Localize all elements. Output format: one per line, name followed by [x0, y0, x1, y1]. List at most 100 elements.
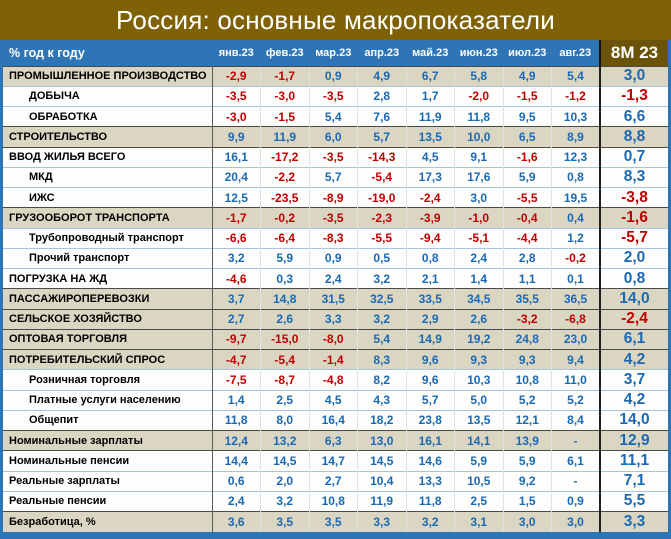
value-cell: 0,9: [551, 490, 600, 512]
table-row: ОПТОВАЯ ТОРГОВЛЯ -9,7 -15,0 -8,0 5,4 14,9 19,2…: [3, 328, 668, 350]
month-header: июл.23: [503, 40, 552, 66]
value-cell: -2,3: [357, 207, 406, 228]
value-cell: -3,0: [260, 85, 309, 107]
value-cell: -1,4: [308, 348, 358, 370]
month-header: авг.23: [551, 40, 600, 66]
value-cell: 10,5: [454, 470, 503, 492]
value-cell: 36,5: [551, 288, 600, 309]
table-row: ДОБЫЧА -3,5 -3,0 -3,5 2,8 1,7 -2,0 -1,5 -1,2 -1,3: [3, 85, 668, 107]
value-cell: -3,5: [308, 207, 358, 228]
value-cell: 0,5: [357, 247, 406, 269]
row-label: Реальные пенсии: [3, 490, 213, 512]
value-cell: -23,5: [260, 186, 309, 208]
summary-cell: 3,3: [599, 510, 668, 532]
value-cell: -1,5: [502, 85, 552, 107]
month-header: фев.23: [260, 40, 309, 66]
value-cell: 2,8: [502, 247, 552, 269]
summary-cell: -5,7: [599, 227, 668, 249]
value-cell: 3,5: [260, 510, 309, 532]
table-row: ПОГРУЗКА НА ЖД -4,6 0,3 2,4 3,2 2,1 1,4 1,1 0,1 0…: [3, 267, 668, 289]
summary-cell: 12,9: [599, 429, 668, 451]
value-cell: 11,9: [405, 105, 455, 127]
value-cell: 10,3: [551, 105, 600, 127]
value-cell: 2,5: [454, 490, 503, 512]
value-cell: 10,8: [308, 490, 358, 512]
summary-cell: -3,8: [599, 186, 668, 208]
month-header: июн.23: [454, 40, 503, 66]
value-cell: 3,6: [212, 510, 261, 532]
value-cell: 9,6: [405, 348, 455, 370]
summary-cell: 0,7: [599, 146, 668, 168]
value-cell: 10,3: [454, 369, 503, 390]
table-row: Номинальные зарплаты 12,4 13,2 6,3 13,0 16,1 1…: [3, 429, 668, 451]
value-cell: -2,0: [454, 85, 503, 107]
summary-cell: -1,6: [599, 207, 668, 228]
row-label: Розничная торговля: [3, 369, 213, 390]
month-header: май.23: [406, 40, 455, 66]
value-cell: 2,6: [260, 308, 309, 330]
value-cell: 5,0: [454, 389, 503, 411]
value-cell: -14,3: [357, 146, 406, 168]
value-cell: 4,9: [502, 65, 552, 87]
value-cell: -8,3: [308, 227, 358, 249]
value-cell: -6,4: [260, 227, 309, 249]
value-cell: 6,7: [405, 65, 455, 87]
value-cell: -0,4: [502, 207, 552, 228]
summary-cell: 14,0: [599, 288, 668, 309]
value-cell: 5,2: [551, 389, 600, 411]
summary-cell: 4,2: [599, 348, 668, 370]
value-cell: 6,0: [308, 126, 358, 147]
value-cell: -1,7: [260, 65, 309, 87]
table-row: Платные услуги населению 1,4 2,5 4,5 4,3 5,7 5…: [3, 389, 668, 411]
month-header: апр.23: [357, 40, 406, 66]
summary-cell: 3,7: [599, 369, 668, 390]
summary-cell: -2,4: [599, 308, 668, 330]
table-row: ПАССАЖИРОПЕРЕВОЗКИ 3,7 14,8 31,5 32,5 33,5 34,…: [3, 288, 668, 309]
value-cell: -4,4: [502, 227, 552, 249]
value-cell: -2,2: [260, 166, 309, 188]
row-label: ДОБЫЧА: [3, 85, 213, 107]
value-cell: 2,8: [357, 85, 406, 107]
value-cell: 12,4: [212, 429, 261, 451]
value-cell: 1,1: [502, 267, 552, 289]
value-cell: 14,4: [212, 450, 261, 471]
value-cell: 14,8: [260, 288, 309, 309]
table-row: СТРОИТЕЛЬСТВО 9,9 11,9 6,0 5,7 13,5 10,0 6,5 8,9…: [3, 126, 668, 147]
value-cell: 5,7: [308, 166, 358, 188]
value-cell: 17,3: [405, 166, 455, 188]
value-cell: 9,3: [502, 348, 552, 370]
row-label: ПАССАЖИРОПЕРЕВОЗКИ: [3, 288, 213, 309]
row-label: Номинальные пенсии: [3, 450, 213, 471]
table-row: ГРУЗООБОРОТ ТРАНСПОРТА -1,7 -0,2 -3,5 -2,3 -3…: [3, 207, 668, 228]
table-row: Трубопроводный транспорт -6,6 -6,4 -8,3 -5,5…: [3, 227, 668, 249]
value-cell: 13,5: [454, 409, 503, 431]
summary-cell: -1,3: [599, 85, 668, 107]
corner-header: % год к году: [3, 40, 212, 66]
summary-cell: 2,0: [599, 247, 668, 269]
value-cell: 16,4: [308, 409, 358, 431]
value-cell: 5,4: [308, 105, 358, 127]
value-cell: 0,6: [212, 470, 261, 492]
value-cell: -7,5: [212, 369, 261, 390]
value-cell: -5,5: [502, 186, 552, 208]
value-cell: 18,2: [357, 409, 406, 431]
row-label: ГРУЗООБОРОТ ТРАНСПОРТА: [3, 207, 213, 228]
table-header-row: % год к году янв.23 фев.23 мар.23 апр.23 май…: [3, 40, 668, 66]
value-cell: 12,5: [212, 186, 261, 208]
summary-cell: 3,0: [599, 65, 668, 87]
table-row: ОБРАБОТКА -3,0 -1,5 5,4 7,6 11,9 11,8 9,5 10,3 6,…: [3, 105, 668, 127]
table-row: Прочий транспорт 3,2 5,9 0,9 0,5 0,8 2,4 2,8 -0,…: [3, 247, 668, 269]
summary-cell: 11,1: [599, 450, 668, 471]
table-row: Общепит 11,8 8,0 16,4 18,2 23,8 13,5 12,1 8,4 14,…: [3, 409, 668, 431]
value-cell: -8,7: [260, 369, 309, 390]
value-cell: 3,3: [308, 308, 358, 330]
value-cell: 12,1: [502, 409, 552, 431]
value-cell: 3,5: [308, 510, 358, 532]
summary-cell: 14,0: [599, 409, 668, 431]
value-cell: 5,4: [357, 328, 406, 350]
value-cell: 3,2: [212, 247, 261, 269]
value-cell: 2,9: [405, 308, 455, 330]
value-cell: -4,7: [212, 348, 261, 370]
value-cell: 2,5: [260, 389, 309, 411]
value-cell: -3,5: [308, 85, 358, 107]
